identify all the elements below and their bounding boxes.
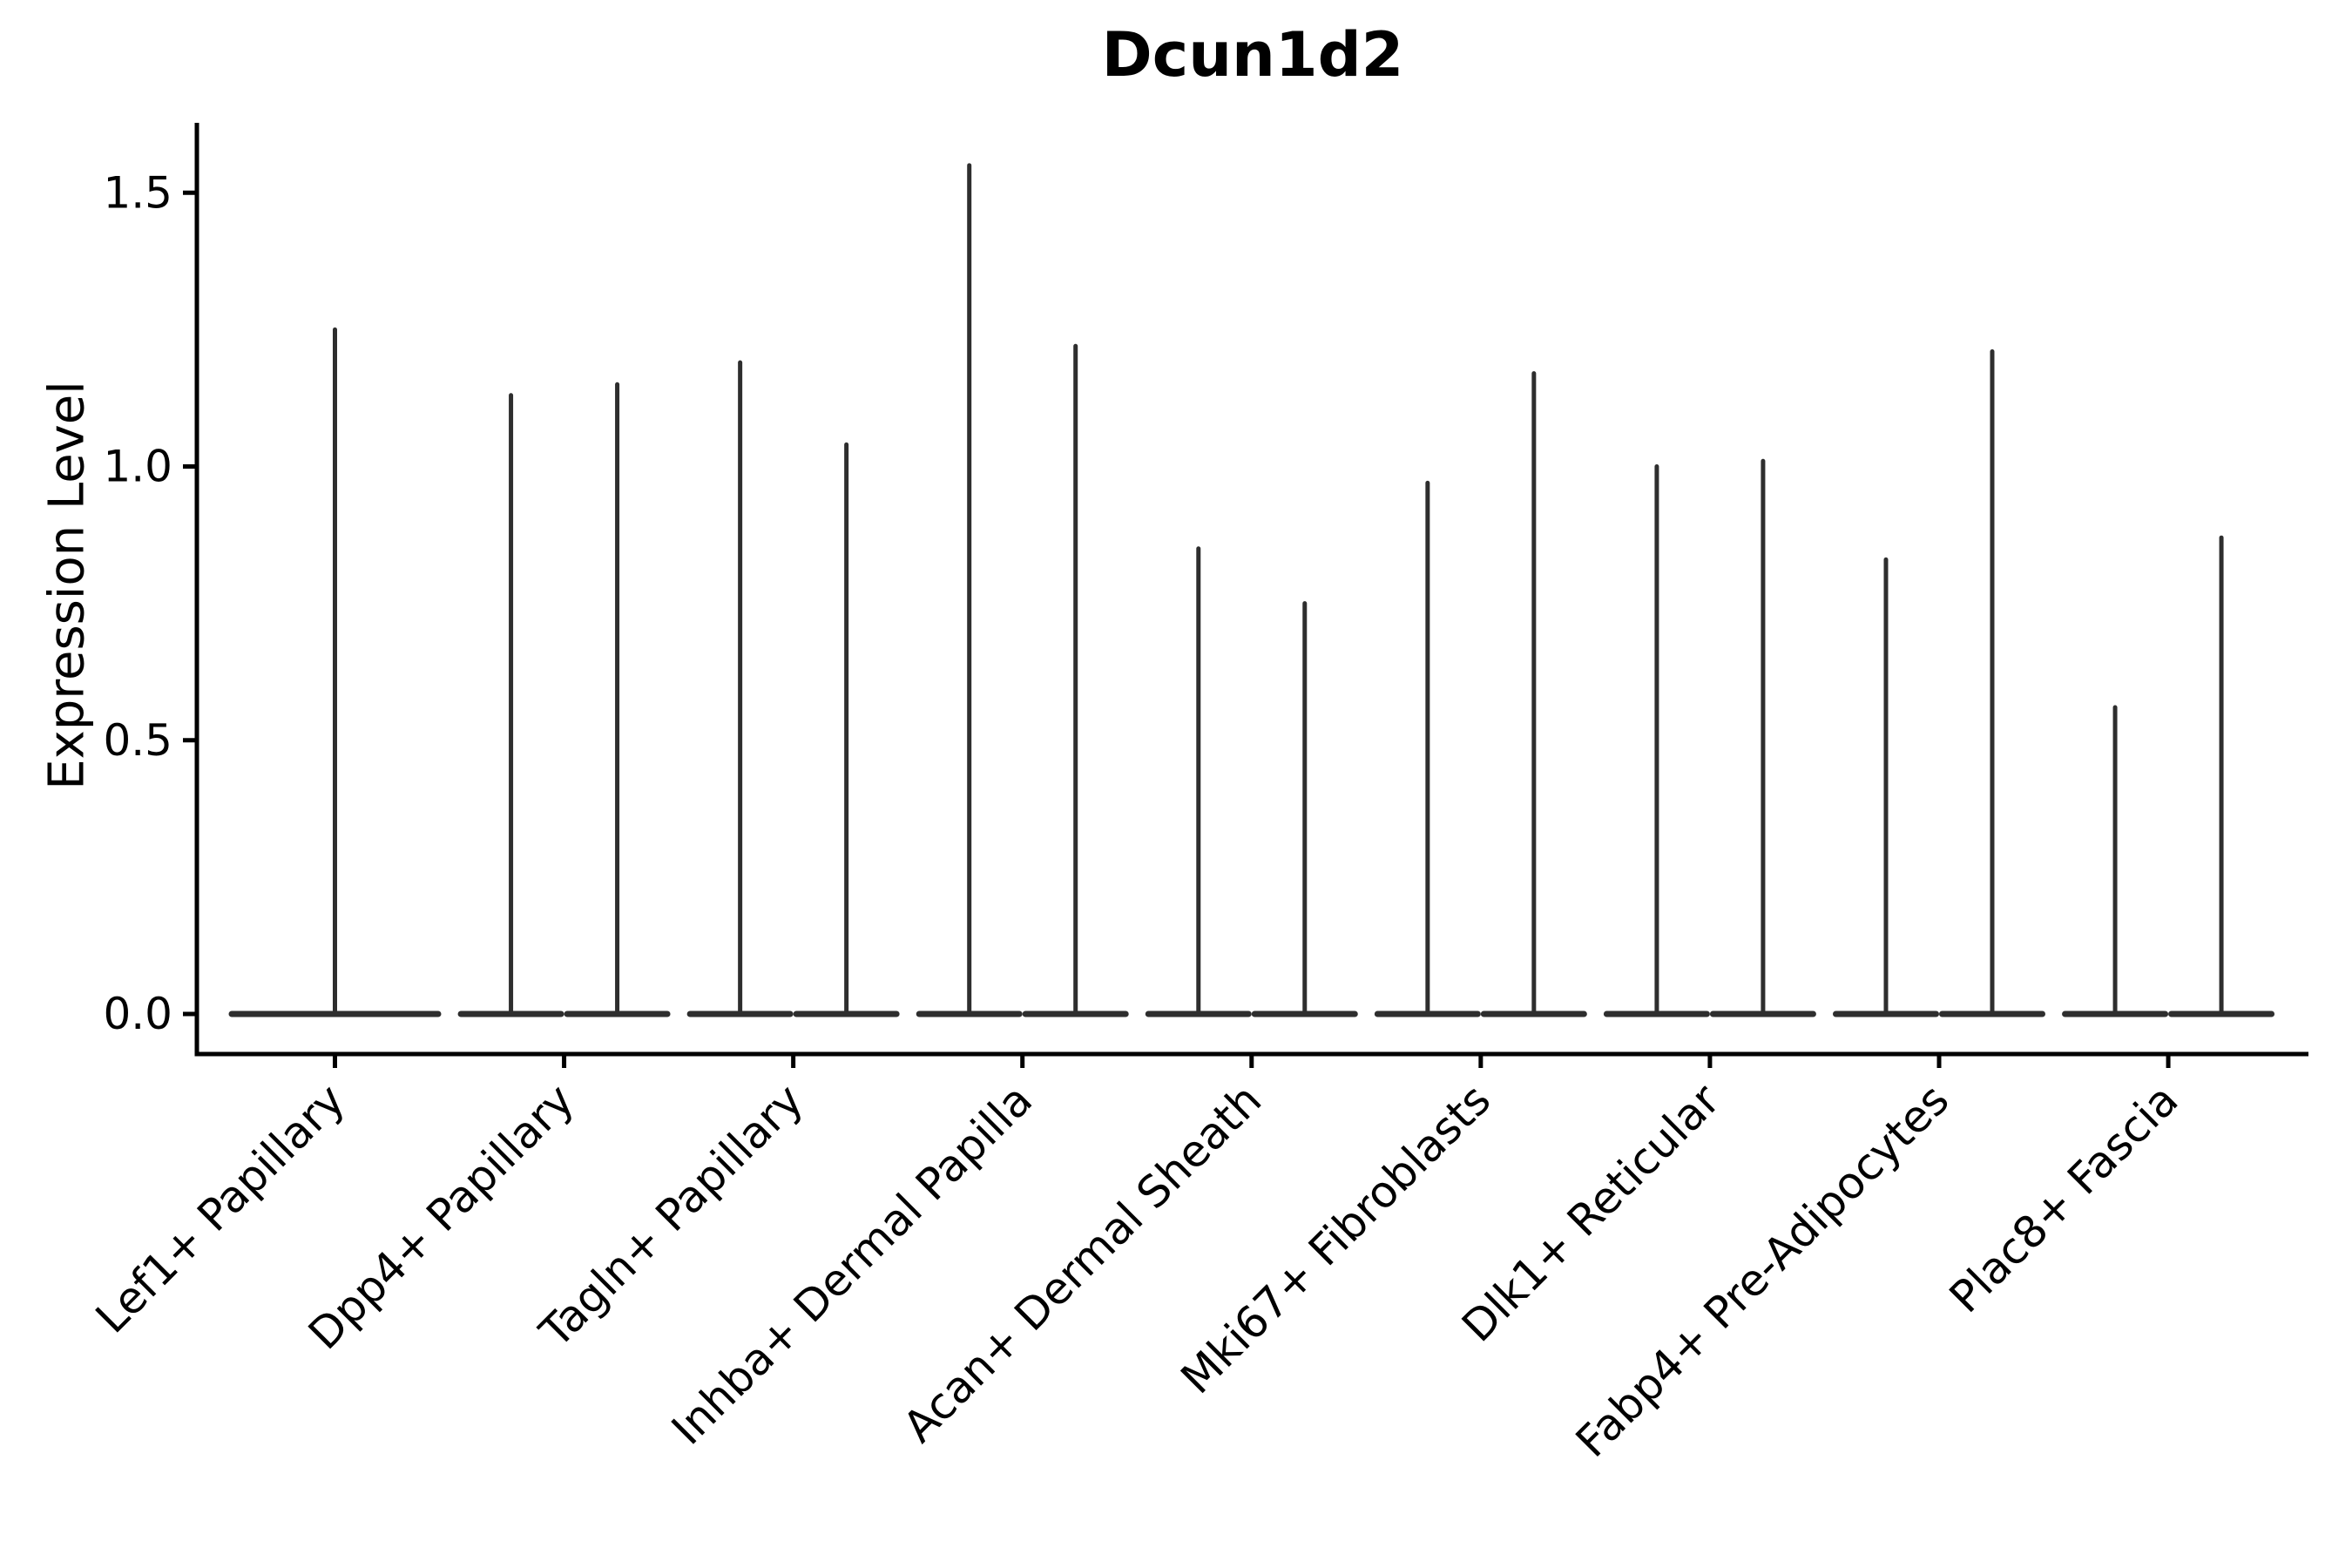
x-tick-label: Plac8+ Fascia	[1940, 1074, 2188, 1322]
y-tick-label: 1.0	[103, 442, 172, 492]
x-tick-label: Fabp4+ Pre-Adipocytes	[1566, 1074, 1959, 1467]
y-tick-label: 1.5	[103, 167, 172, 218]
page-title: Dcun1d2	[1101, 19, 1404, 91]
y-tick-label: 0.5	[103, 715, 172, 766]
y-tick-label: 0.0	[103, 989, 172, 1039]
x-tick-label: Lef1+ Papillary	[86, 1074, 355, 1342]
